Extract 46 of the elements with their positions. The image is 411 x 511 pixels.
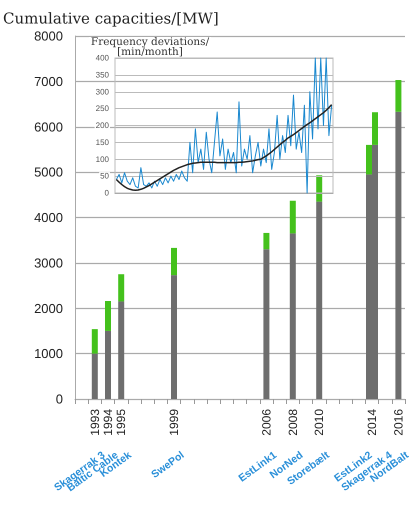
line-series	[116, 58, 332, 194]
line-series	[116, 104, 332, 192]
x-tick-label: 2014	[365, 408, 379, 436]
bar	[290, 233, 296, 399]
y-tick-label: 100	[96, 154, 110, 164]
bar	[171, 275, 177, 399]
x-tick-label: 2006	[259, 408, 274, 436]
bar	[118, 274, 124, 302]
bar	[395, 112, 402, 399]
y-tick-label: 300	[96, 87, 110, 96]
bar	[316, 202, 322, 399]
bar	[105, 300, 111, 331]
bar	[263, 249, 270, 399]
y-tick-label: 0	[104, 188, 110, 198]
x-tick-label: 2016	[391, 408, 406, 436]
y-tick-label: 150	[96, 138, 110, 147]
x-tick-label: 1993	[88, 408, 102, 436]
bar	[263, 232, 270, 250]
x-tick-label: 2008	[286, 408, 300, 436]
bar	[92, 329, 98, 354]
y-tick-label: 2000	[34, 300, 63, 316]
bar	[171, 248, 177, 276]
x-tick-label: 1995	[114, 408, 128, 436]
bar	[118, 301, 124, 399]
bar	[395, 80, 402, 112]
x-tick-label: 1994	[101, 408, 115, 436]
y-tick-label: 350	[96, 70, 110, 80]
y-tick-label: 250	[96, 104, 110, 114]
y-tick-label: 400	[96, 54, 110, 62]
y-tick-label: 4000	[34, 210, 63, 225]
y-tick-label: 50	[100, 172, 110, 181]
y-tick-label: 3000	[34, 255, 63, 270]
y-tick-label: 200	[96, 121, 110, 130]
bar	[290, 200, 296, 234]
y-tick-label: 7000	[34, 74, 63, 89]
y-tick-label: 5000	[34, 164, 63, 180]
y-tick-label: 6000	[34, 119, 63, 134]
bar	[372, 112, 378, 145]
bar	[92, 354, 98, 399]
y-tick-label: 8000	[34, 28, 63, 44]
x-tick-label: 1999	[167, 408, 181, 436]
y-tick-label: 0	[56, 392, 63, 406]
y-axis-title: Cumulative capacities/[MW]	[3, 10, 219, 28]
x-tick-label: 2010	[312, 408, 326, 436]
y-tick-label: 1000	[34, 346, 63, 362]
bar	[105, 330, 111, 399]
